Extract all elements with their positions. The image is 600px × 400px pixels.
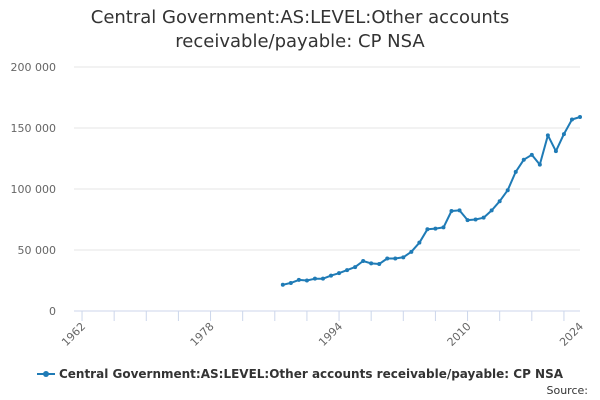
data-point[interactable] [433, 226, 438, 231]
data-point[interactable] [377, 262, 382, 267]
data-point[interactable] [361, 258, 366, 263]
data-point[interactable] [529, 152, 534, 157]
data-point[interactable] [320, 276, 325, 281]
axes: 0 50 000 100 000 150 000 200 000 1962 1978 1994… [11, 61, 587, 349]
data-point[interactable] [578, 115, 582, 120]
y-tick-label: 150 000 [11, 122, 57, 135]
chart-title: Central Government:AS:LEVEL:Other accoun… [90, 7, 510, 52]
data-point[interactable] [569, 117, 574, 122]
data-point[interactable] [337, 271, 342, 276]
data-point[interactable] [417, 240, 422, 245]
data-point[interactable] [353, 265, 358, 270]
data-point[interactable] [465, 218, 470, 223]
data-point[interactable] [481, 215, 486, 220]
data-point[interactable] [545, 133, 550, 138]
data-point[interactable] [369, 261, 374, 266]
legend-label: Central Government:AS:LEVEL:Other accoun… [58, 367, 564, 381]
data-point[interactable] [329, 273, 334, 278]
data-point[interactable] [409, 249, 414, 254]
data-point[interactable] [441, 225, 446, 230]
y-tick-label: 100 000 [11, 183, 57, 196]
data-point[interactable] [312, 276, 317, 281]
data-point[interactable] [457, 208, 462, 213]
data-point[interactable] [489, 208, 494, 213]
data-point[interactable] [393, 256, 398, 261]
legend[interactable]: Central Government:AS:LEVEL:Other accoun… [0, 364, 600, 384]
data-point[interactable] [401, 255, 406, 260]
data-point[interactable] [296, 277, 301, 282]
data-point[interactable] [537, 162, 542, 167]
x-tick-label: 1978 [188, 320, 217, 349]
data-point[interactable] [497, 199, 502, 204]
data-point[interactable] [425, 227, 430, 232]
data-point[interactable] [345, 268, 350, 273]
x-tick-label: 1994 [316, 320, 345, 349]
x-tick-label: 1962 [59, 320, 88, 349]
data-point[interactable] [288, 280, 293, 285]
data-point[interactable] [385, 256, 390, 261]
legend-swatch [36, 368, 55, 380]
data-point[interactable] [561, 132, 566, 137]
y-tick-label: 200 000 [11, 61, 57, 74]
data-point[interactable] [513, 169, 518, 174]
series-layer [280, 115, 582, 287]
x-tick-label: 2010 [445, 320, 474, 349]
data-point[interactable] [449, 208, 454, 213]
data-point[interactable] [505, 188, 510, 193]
source-label: Source: [546, 384, 589, 397]
data-point[interactable] [553, 149, 558, 154]
y-tick-label: 0 [49, 305, 56, 318]
data-point[interactable] [280, 282, 285, 287]
data-point[interactable] [521, 157, 526, 162]
series-line [282, 116, 581, 286]
y-tick-label: 50 000 [18, 244, 57, 257]
gridlines [74, 66, 580, 251]
data-point[interactable] [473, 217, 478, 222]
x-tick-label: 2024 [557, 320, 586, 349]
data-point[interactable] [304, 278, 309, 283]
